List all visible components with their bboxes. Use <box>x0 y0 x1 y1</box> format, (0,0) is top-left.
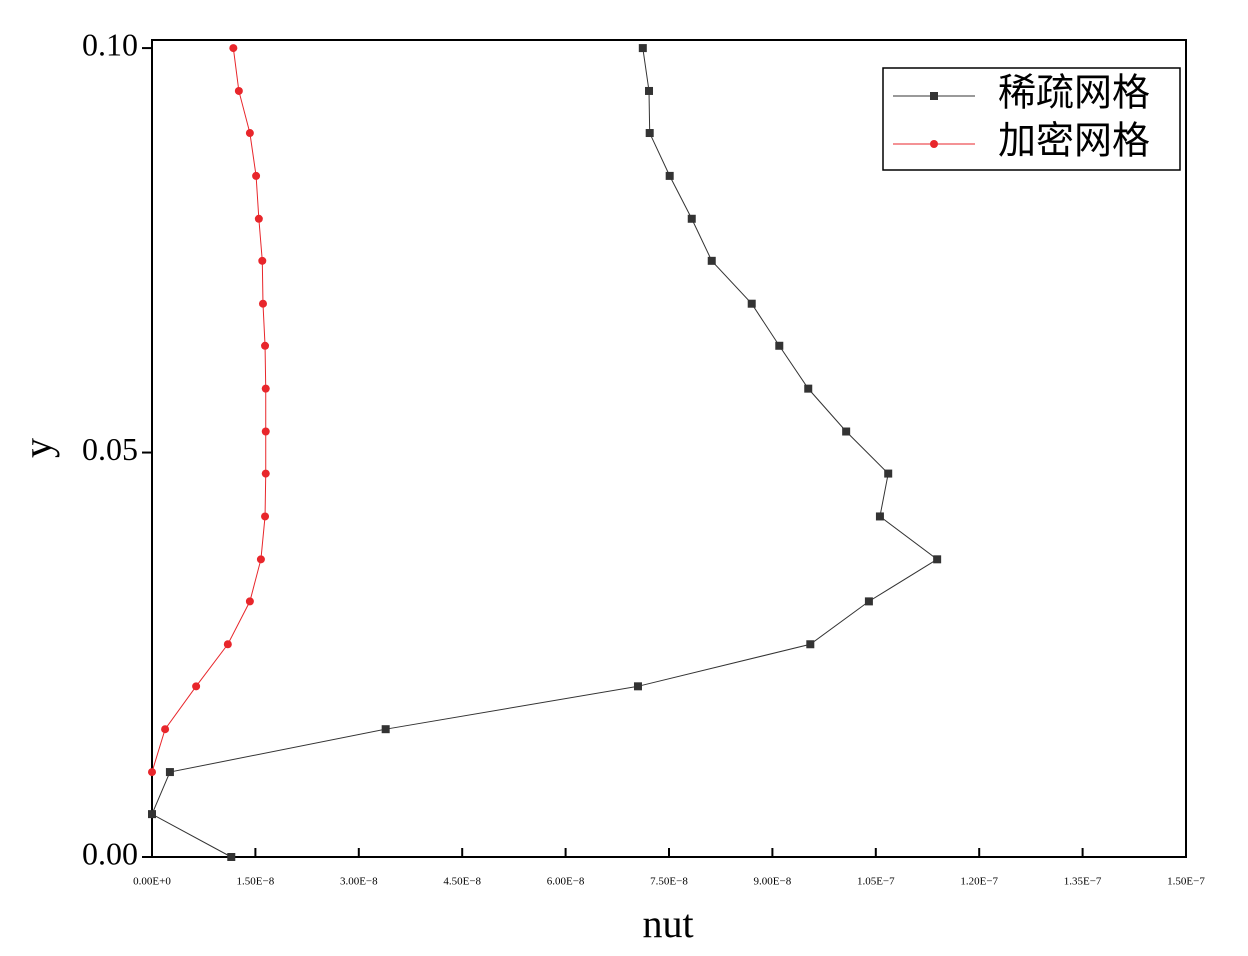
legend-marker <box>930 92 938 100</box>
x-tick-label: 1.50E−7 <box>1167 876 1205 888</box>
data-point <box>633 682 642 691</box>
legend-label: 稀疏网格 <box>998 71 1150 115</box>
x-tick-label: 6.00E−8 <box>547 876 585 888</box>
data-point <box>645 129 654 138</box>
x-tick-label: 0.00E+0 <box>133 876 171 888</box>
data-point <box>148 810 156 819</box>
data-point <box>256 555 265 564</box>
data-point <box>775 341 784 350</box>
x-tick-label: 1.35E−7 <box>1064 876 1102 888</box>
data-point <box>223 640 232 649</box>
data-point <box>245 597 254 606</box>
data-point <box>806 640 815 649</box>
data-point <box>192 682 201 691</box>
data-point <box>234 86 243 95</box>
data-point <box>148 768 156 777</box>
data-point <box>229 44 238 53</box>
data-point <box>258 299 267 308</box>
x-tick-label: 4.50E−8 <box>443 876 481 888</box>
x-tick-label: 7.50E−8 <box>650 876 688 888</box>
data-point <box>261 512 270 521</box>
data-point <box>261 341 270 350</box>
legend-box <box>882 67 1181 171</box>
data-point <box>161 725 170 734</box>
data-point <box>381 725 390 734</box>
legend-label: 加密网格 <box>998 119 1150 163</box>
data-point <box>252 171 261 180</box>
data-point <box>227 853 236 861</box>
series-line <box>151 48 267 773</box>
x-axis-label: nut <box>642 901 693 946</box>
y-tick-label: 0.05 <box>82 431 138 467</box>
data-point <box>245 129 254 138</box>
data-point <box>864 597 873 606</box>
series-line <box>151 48 939 858</box>
data-point <box>747 299 756 308</box>
data-point <box>687 214 696 223</box>
x-tick-label: 9.00E−8 <box>754 876 792 888</box>
x-tick-label: 1.05E−7 <box>857 876 895 888</box>
data-point <box>842 427 851 436</box>
legend-marker <box>930 140 938 148</box>
data-point <box>258 256 267 265</box>
data-point <box>261 427 270 436</box>
data-point <box>884 469 893 478</box>
data-point <box>165 768 174 777</box>
x-tick-label: 1.50E−8 <box>237 876 275 888</box>
x-tick-label: 3.00E−8 <box>340 876 378 888</box>
data-point <box>261 469 270 478</box>
data-point <box>645 86 654 95</box>
y-tick-label: 0.00 <box>82 835 138 871</box>
x-tick-label: 1.20E−7 <box>960 876 998 888</box>
y-axis-label: y <box>15 438 60 458</box>
data-point <box>638 44 647 53</box>
data-point <box>933 555 942 564</box>
data-point <box>665 171 674 180</box>
data-point <box>875 512 884 521</box>
data-point <box>261 384 270 393</box>
data-point <box>804 384 813 393</box>
data-point <box>254 214 263 223</box>
data-point <box>707 256 716 265</box>
y-tick-label: 0.10 <box>82 26 138 62</box>
